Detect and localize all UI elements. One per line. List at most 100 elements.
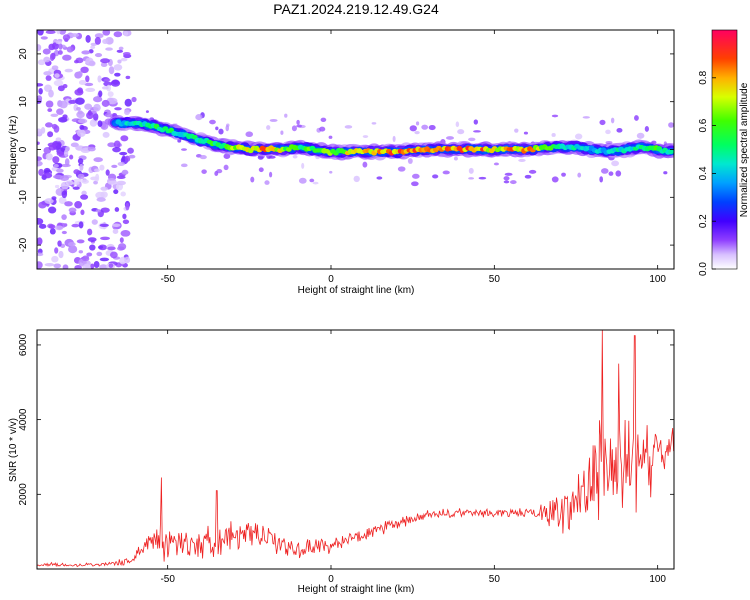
heatmap-noise-blob bbox=[37, 252, 44, 257]
heatmap-noise-blob bbox=[112, 147, 121, 153]
heatmap-noise-blob bbox=[269, 171, 273, 178]
heatmap-noise-blob bbox=[268, 155, 276, 159]
heatmap-noise-blob bbox=[81, 50, 91, 55]
heatmap-noise-blob bbox=[616, 127, 623, 133]
heatmap-noise-blob bbox=[80, 209, 85, 216]
heatmap-noise-blob bbox=[329, 170, 333, 174]
heatmap-noise-blob bbox=[127, 147, 134, 154]
heatmap-noise-blob bbox=[64, 68, 73, 73]
heatmap-noise-blob bbox=[353, 175, 360, 183]
snr-xtick-label: 50 bbox=[489, 574, 501, 585]
heatmap-noise-blob bbox=[79, 124, 85, 130]
heatmap-noise-blob bbox=[124, 256, 131, 264]
heatmap-noise-blob bbox=[76, 129, 86, 138]
heatmap-noise-blob bbox=[54, 247, 59, 254]
heatmap-noise-blob bbox=[503, 180, 510, 184]
heatmap-noise-blob bbox=[615, 170, 622, 177]
heatmap-noise-blob bbox=[51, 65, 59, 71]
heatmap-noise-blob bbox=[37, 261, 43, 269]
heatmap-noise-blob bbox=[97, 120, 103, 128]
heatmap-noise-blob bbox=[102, 38, 109, 45]
heatmap-noise-blob bbox=[120, 135, 129, 142]
heatmap-noise-blob bbox=[42, 48, 51, 55]
heatmap-noise-blob bbox=[53, 79, 64, 87]
heatmap-noise-blob bbox=[468, 167, 474, 174]
colorbar-tick-label: 0.8 bbox=[698, 70, 709, 84]
heatmap-noise-blob bbox=[50, 113, 59, 117]
heatmap-noise-blob bbox=[58, 250, 64, 259]
heatmap-noise-blob bbox=[510, 180, 517, 185]
heatmap-noise-blob bbox=[98, 90, 103, 98]
heatmap-noise-blob bbox=[600, 168, 609, 174]
spectrogram-ytick-label: -20 bbox=[18, 237, 29, 252]
heatmap-noise-blob bbox=[49, 53, 55, 61]
heatmap-noise-blob bbox=[40, 36, 48, 40]
heatmap-noise-blob bbox=[37, 30, 44, 36]
heatmap-noise-blob bbox=[131, 96, 137, 103]
heatmap-noise-blob bbox=[68, 99, 77, 104]
heatmap-noise-blob bbox=[421, 124, 429, 130]
heatmap-noise-blob bbox=[120, 57, 128, 62]
heatmap-noise-blob bbox=[107, 142, 116, 148]
heatmap-noise-blob bbox=[107, 246, 116, 251]
snr-xtick-label: 100 bbox=[649, 574, 666, 585]
heatmap-noise-blob bbox=[320, 117, 327, 122]
heatmap-noise-blob bbox=[52, 42, 60, 50]
heatmap-noise-blob bbox=[85, 75, 90, 83]
heatmap-noise-blob bbox=[60, 163, 71, 168]
heatmap-noise-blob bbox=[577, 172, 582, 178]
heatmap-noise-blob bbox=[74, 88, 84, 96]
heatmap-noise-blob bbox=[52, 156, 60, 164]
heatmap-noise-blob bbox=[120, 230, 131, 237]
heatmap-noise-blob bbox=[58, 43, 63, 50]
heatmap-noise-blob bbox=[123, 30, 129, 36]
heatmap-noise-blob bbox=[37, 217, 44, 225]
heatmap-noise-blob bbox=[85, 34, 91, 43]
heatmap-noise-blob bbox=[81, 256, 90, 262]
heatmap-noise-blob bbox=[96, 251, 103, 257]
heatmap-noise-blob bbox=[107, 180, 118, 185]
snr-series-line bbox=[37, 330, 674, 568]
heatmap-noise-blob bbox=[43, 56, 51, 63]
heatmap-noise-blob bbox=[94, 36, 101, 45]
heatmap-noise-blob bbox=[312, 181, 319, 185]
colorbar-tick-label: 0.4 bbox=[698, 166, 709, 180]
heatmap-noise-blob bbox=[37, 128, 43, 136]
heatmap-noise-blob bbox=[107, 91, 114, 98]
spectrogram-heatmap bbox=[37, 30, 674, 269]
heatmap-noise-blob bbox=[55, 137, 62, 142]
heatmap-noise-blob bbox=[104, 112, 113, 118]
heatmap-noise-blob bbox=[58, 196, 67, 205]
spectrogram-axes: -50 0 50 100 -20 -10 0 10 20 bbox=[18, 30, 674, 285]
heatmap-noise-blob bbox=[58, 30, 67, 35]
heatmap-noise-blob bbox=[76, 239, 85, 244]
heatmap-noise-blob bbox=[108, 263, 114, 268]
heatmap-noise-blob bbox=[264, 180, 270, 185]
heatmap-noise-blob bbox=[453, 156, 458, 161]
heatmap-noise-blob bbox=[113, 31, 123, 38]
heatmap-noise-blob bbox=[88, 60, 96, 67]
heatmap-noise-blob bbox=[93, 157, 103, 163]
snr-panel: -50 0 50 100 2000 4000 6000 Height of straight… bbox=[8, 329, 675, 595]
heatmap-noise-blob bbox=[634, 115, 639, 121]
heatmap-noise-blob bbox=[77, 118, 88, 124]
heatmap-noise-blob bbox=[118, 243, 127, 251]
heatmap-noise-blob bbox=[44, 198, 54, 205]
heatmap-noise-blob bbox=[66, 46, 74, 53]
heatmap-noise-blob bbox=[100, 186, 108, 191]
snr-axes: -50 0 50 100 2000 4000 6000 bbox=[18, 330, 674, 585]
heatmap-noise-blob bbox=[523, 131, 528, 135]
heatmap-noise-blob bbox=[610, 117, 615, 124]
snr-ytick-label: 4000 bbox=[18, 408, 29, 431]
snr-xlabel: Height of straight line (km) bbox=[298, 584, 415, 595]
heatmap-noise-blob bbox=[38, 201, 47, 209]
heatmap-noise-blob bbox=[77, 70, 83, 78]
heatmap-noise-blob bbox=[180, 163, 188, 168]
heatmap-noise-blob bbox=[72, 181, 80, 185]
heatmap-noise-blob bbox=[528, 169, 537, 174]
heatmap-noise-blob bbox=[319, 126, 326, 132]
heatmap-noise-blob bbox=[87, 146, 96, 152]
heatmap-noise-blob bbox=[54, 225, 64, 231]
heatmap-noise-blob bbox=[95, 208, 101, 213]
heatmap-noise-blob bbox=[96, 197, 106, 202]
